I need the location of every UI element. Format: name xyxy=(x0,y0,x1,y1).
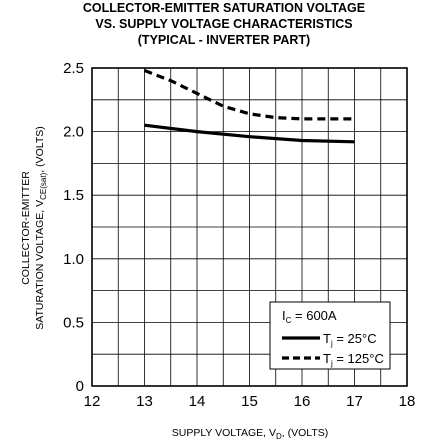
y-axis-label-line-1: COLLECTOR-EMITTER xyxy=(20,171,32,285)
legend-entry-25c: Tj = 25°C xyxy=(323,331,377,348)
chart-title-line-2: VS. SUPPLY VOLTAGE CHARACTERISTICS xyxy=(95,17,352,31)
series-line-125c xyxy=(143,69,355,121)
x-tick-label: 16 xyxy=(294,393,311,410)
series-line-25c xyxy=(144,123,355,144)
legend: IC = 600A Tj = 25°C Tj = 125°C xyxy=(269,301,391,370)
x-axis-label: SUPPLY VOLTAGE, VD, (VOLTS) xyxy=(172,427,329,441)
y-tick-labels: 0 0.5 1.0 1.5 2.0 2.5 xyxy=(63,60,84,395)
legend-entry-125c: Tj = 125°C xyxy=(323,351,384,368)
y-axis-label-line-2: SATURATION VOLTAGE, VCE(sat), (VOLTS) xyxy=(34,126,48,330)
y-tick-label: 0.5 xyxy=(63,314,84,331)
x-tick-label: 18 xyxy=(399,393,416,410)
x-tick-label: 17 xyxy=(346,393,363,410)
chart-title-line-3: (TYPICAL - INVERTER PART) xyxy=(138,33,310,47)
y-tick-label: 0 xyxy=(76,378,84,395)
legend-box xyxy=(269,301,391,370)
y-tick-label: 2.0 xyxy=(63,124,84,141)
series-lines xyxy=(143,69,355,144)
legend-header: IC = 600A xyxy=(282,308,337,325)
y-tick-label: 1.0 xyxy=(63,251,84,268)
y-tick-label: 1.5 xyxy=(63,187,84,204)
chart-title-line-1: COLLECTOR-EMITTER SATURATION VOLTAGE xyxy=(83,1,365,15)
y-tick-label: 2.5 xyxy=(63,60,84,77)
plot-frame xyxy=(91,67,408,387)
x-tick-label: 13 xyxy=(136,393,153,410)
x-tick-label: 12 xyxy=(84,393,101,410)
y-axis-label: COLLECTOR-EMITTER SATURATION VOLTAGE, VC… xyxy=(20,126,48,330)
x-tick-labels: 12 13 14 15 16 17 18 xyxy=(84,393,416,410)
x-tick-label: 14 xyxy=(189,393,206,410)
x-tick-label: 15 xyxy=(241,393,258,410)
